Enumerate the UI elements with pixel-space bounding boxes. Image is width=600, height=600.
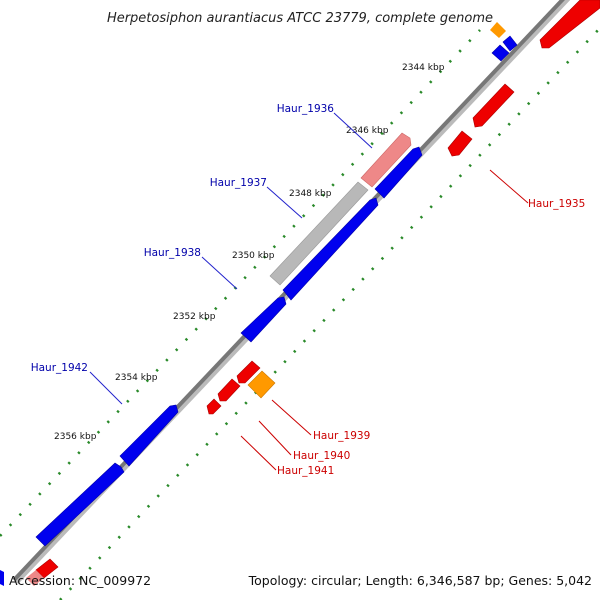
gene-arrow-small-top[interactable] [491, 44, 510, 62]
reverse-genes [26, 0, 600, 586]
gene-box-orange[interactable] [247, 370, 276, 399]
pseudo-gene-bar[interactable] [269, 181, 369, 286]
gene-arrow-haur-1935b[interactable] [472, 83, 515, 128]
gene-arrow-haur-1936[interactable] [374, 146, 423, 199]
tick-label: 2346 kbp [346, 126, 389, 136]
gene-box-orange-top[interactable] [490, 22, 506, 38]
pseudo-genes [269, 132, 412, 286]
gene-arrow-bottom-left[interactable] [0, 570, 4, 586]
gene-arrow-top-right[interactable] [539, 0, 600, 49]
gene-arrow-haur-1936-light[interactable] [360, 132, 412, 188]
gene-label-haur-1939[interactable]: Haur_1939 [313, 430, 370, 442]
gene-arrow-haur-1941[interactable] [206, 398, 222, 415]
callout-haur-1936 [333, 112, 373, 149]
accession-text: Accession: NC_009972 [9, 573, 152, 588]
genome-title: Herpetosiphon aurantiacus ATCC 23779, co… [107, 11, 493, 26]
callout-haur-1935 [489, 169, 529, 204]
gene-arrow-haur-1938[interactable] [240, 296, 287, 343]
gene-arrow-haur-1935[interactable] [447, 130, 473, 157]
gene-arrow-small-top-b[interactable] [502, 35, 518, 52]
forward-genes [0, 35, 518, 586]
forward-tick-track [0, 29, 481, 537]
tick-label: 2354 kbp [115, 373, 158, 383]
gene-arrow-haur-1939[interactable] [236, 360, 261, 384]
callout-haur-1937 [266, 186, 303, 219]
gene-label-haur-1942[interactable]: Haur_1942 [31, 362, 88, 374]
tick-label: 2348 kbp [289, 189, 332, 199]
tick-labels: 2344 kbp 2346 kbp 2348 kbp 2350 kbp 2352… [54, 63, 445, 442]
gene-label-haur-1937[interactable]: Haur_1937 [210, 177, 267, 189]
gene-arrow-haur-1940[interactable] [217, 378, 241, 402]
tick-label: 2356 kbp [54, 432, 97, 442]
callout-haur-1938 [201, 256, 238, 290]
callout-haur-1939 [271, 399, 312, 436]
gene-labels: Haur_1936 Haur_1937 Haur_1938 Haur_1942 … [31, 103, 586, 477]
gene-label-haur-1941[interactable]: Haur_1941 [277, 465, 334, 477]
gene-label-haur-1938[interactable]: Haur_1938 [144, 247, 201, 259]
gene-arrow-haur-1942b[interactable] [119, 404, 179, 467]
tick-label: 2352 kbp [173, 312, 216, 322]
rna-genes [247, 22, 506, 399]
callout-lines [89, 112, 529, 471]
gene-arrow-haur-1937[interactable] [282, 197, 379, 301]
callout-haur-1941 [240, 435, 277, 471]
gene-label-haur-1935[interactable]: Haur_1935 [528, 198, 585, 210]
tick-label: 2350 kbp [232, 251, 275, 261]
gene-arrow-bottom-pink[interactable] [26, 570, 44, 586]
gene-label-haur-1936[interactable]: Haur_1936 [277, 103, 335, 115]
tick-label: 2344 kbp [402, 63, 445, 73]
genome-summary-text: Topology: circular; Length: 6,346,587 bp… [248, 573, 592, 588]
callout-haur-1940 [258, 420, 292, 456]
gene-arrow-bottom-red[interactable] [35, 558, 59, 579]
gene-arrow-haur-1942[interactable] [35, 462, 125, 547]
gene-label-haur-1940[interactable]: Haur_1940 [293, 450, 350, 462]
callout-haur-1942 [89, 371, 123, 405]
